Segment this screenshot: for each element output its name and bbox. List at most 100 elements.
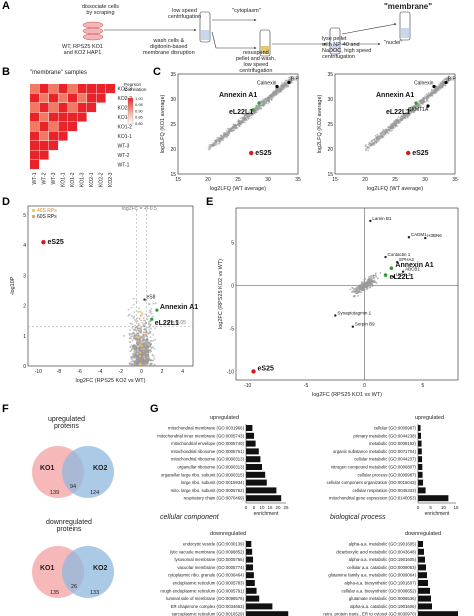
- scatter-point: [397, 120, 399, 123]
- volcano-point: [143, 353, 146, 355]
- scatterE-ytick: -10: [227, 369, 234, 375]
- scatter-point: [391, 124, 394, 127]
- volcano-point: [143, 351, 146, 353]
- scatter-point: [395, 122, 398, 124]
- scatter-ytick: 20: [327, 147, 333, 153]
- volcano-point: [128, 337, 131, 340]
- heatmap-cell: [49, 131, 59, 141]
- scatter-point: [280, 84, 282, 87]
- scatterE-point: [366, 285, 369, 287]
- volcano-point: [135, 333, 138, 336]
- scatter-ytick: 15: [327, 172, 333, 178]
- scatter-point: [408, 111, 411, 114]
- heatmap-cell: [68, 93, 78, 103]
- go-bar: [246, 556, 254, 563]
- scatter-point: [423, 97, 426, 99]
- venn-down-ko2: KO2: [93, 565, 108, 572]
- scatter-point: [225, 136, 228, 139]
- scatter-point: [430, 89, 433, 92]
- go-term-label: cellular a.a. biosynthetic (GO:0008652): [341, 588, 416, 593]
- scatter-point: [237, 122, 240, 125]
- scatterE-labelled-point: [396, 260, 399, 264]
- heatmap-cell: [68, 112, 78, 122]
- heatmap-cell: [39, 131, 49, 141]
- scatter-point: [228, 128, 231, 131]
- heatmap-cell: [30, 84, 40, 94]
- scatter-highlight-point: [414, 101, 418, 105]
- scatterE-point: [363, 283, 366, 286]
- volcano-el22l1-label: eL22L1: [155, 320, 179, 327]
- volcano-point: [145, 299, 148, 302]
- scatter-point-label: Annexin A1: [376, 92, 414, 99]
- heatmap-cell: [68, 103, 78, 113]
- scatter-highlight-point: [444, 80, 448, 85]
- scatter-point: [383, 134, 386, 137]
- scatter-point: [265, 102, 267, 104]
- scatter-point: [288, 78, 291, 81]
- go-bar: [246, 595, 260, 602]
- go-term-label: alpha-a.a. catabolic (GO:1901606): [350, 604, 416, 609]
- volcano-ytick: 1: [23, 334, 26, 340]
- go-bar: [418, 603, 432, 610]
- volcano-point: [141, 321, 144, 324]
- scatterE-point: [353, 291, 356, 293]
- scatter-point: [380, 134, 382, 136]
- go-term-label: mitochondrial gene expression (GO:014005…: [329, 496, 417, 501]
- scatter-xtick: 30: [265, 177, 271, 183]
- scatterE-point: [372, 280, 374, 283]
- scatter-point: [429, 95, 432, 98]
- volcano-point: [137, 322, 140, 325]
- volcano-point: [145, 329, 148, 332]
- volcano-point: [135, 320, 137, 323]
- volcano-point: [133, 361, 136, 364]
- heatmap-cell: [39, 122, 49, 132]
- volcano-xlabel: log2FC (RPS25 KO2 vs WT): [76, 378, 146, 384]
- scatter-point: [442, 83, 444, 86]
- volcano-point: [150, 362, 153, 365]
- go-term-label: alpha-a.a. metabolic (GO:1901605): [349, 542, 417, 547]
- volcano-point: [141, 364, 144, 367]
- scatterE-point: [361, 289, 363, 291]
- scatter-point: [397, 119, 400, 121]
- volcano-point: [135, 300, 138, 303]
- heatmap-cell: [39, 141, 49, 151]
- scatter-point: [256, 106, 259, 109]
- volcano-point: [137, 338, 140, 341]
- volcano-point: [135, 348, 138, 351]
- nuclei-label: "nuclei": [384, 40, 403, 46]
- volcano-point: [150, 327, 153, 330]
- volcano-rp-point: [136, 335, 138, 338]
- volcano-point: [147, 349, 150, 352]
- scatter-point: [253, 112, 256, 114]
- volcano-point: [132, 303, 135, 306]
- volcano-point: [150, 312, 153, 315]
- scatter-point: [447, 77, 450, 80]
- heatmap-cell: [49, 93, 59, 103]
- volcano-point: [138, 334, 140, 337]
- volcano-point: [130, 356, 133, 358]
- scatter-point: [263, 99, 266, 102]
- volcano-point: [127, 308, 130, 311]
- venn-up-both: 94: [70, 484, 77, 490]
- panel-label-d: D: [2, 196, 10, 208]
- volcano-point: [147, 345, 149, 348]
- scatter-xtick: 30: [422, 177, 428, 183]
- heatmap-cell: [30, 93, 40, 103]
- volcano-es8-point: [143, 298, 146, 301]
- scatter-point: [260, 100, 263, 102]
- heatmap-cell: [39, 103, 49, 113]
- scatter-point: [283, 82, 286, 85]
- go-bar: [246, 603, 273, 610]
- scatter-ytick: 20: [170, 147, 176, 153]
- scatter-point: [367, 146, 369, 149]
- scatter-point-label: Calnexin: [414, 81, 434, 87]
- heatmap-row-label: WT-1: [118, 163, 130, 169]
- scatter-point: [251, 112, 254, 115]
- scatter-point-label: eS25: [255, 150, 271, 157]
- scatter-point: [439, 87, 442, 90]
- scatterE-point: [352, 287, 354, 290]
- volcano-xtick: -2: [119, 369, 124, 375]
- scatter-point: [248, 111, 250, 113]
- scatter-point: [226, 127, 229, 130]
- volcano-rp-point: [138, 363, 141, 366]
